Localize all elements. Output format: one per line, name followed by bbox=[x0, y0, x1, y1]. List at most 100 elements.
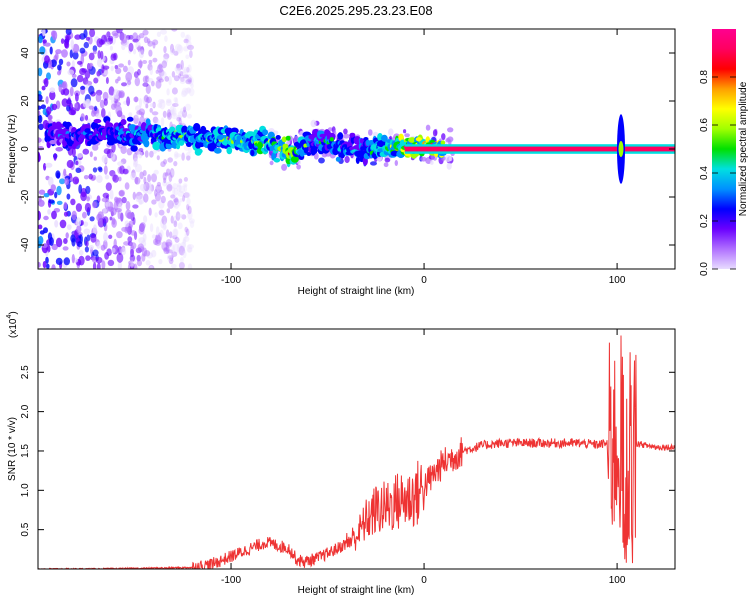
noise-blob bbox=[63, 257, 70, 266]
noise-blob bbox=[116, 252, 124, 263]
noise-blob bbox=[175, 97, 179, 107]
noise-blob bbox=[121, 196, 127, 204]
noise-blob bbox=[170, 263, 177, 269]
noise-blob bbox=[186, 197, 191, 206]
noise-blob bbox=[132, 191, 136, 200]
noise-blob bbox=[158, 209, 165, 216]
snr-plot-area bbox=[38, 329, 675, 569]
noise-blob bbox=[63, 238, 68, 244]
x-tick-label: 0 bbox=[421, 575, 427, 586]
noise-blob bbox=[63, 201, 68, 210]
noise-blob bbox=[127, 236, 133, 243]
noise-blob bbox=[170, 194, 176, 199]
noise-blob bbox=[116, 29, 123, 34]
noise-blob bbox=[178, 185, 185, 194]
noise-blob bbox=[110, 65, 114, 72]
noise-blob bbox=[41, 85, 46, 91]
noise-blob bbox=[50, 59, 57, 68]
spectrogram-ylabel: Frequency (Hz) bbox=[7, 115, 18, 184]
noise-blob bbox=[79, 47, 86, 54]
halo-blob bbox=[448, 156, 453, 162]
noise-blob bbox=[142, 75, 149, 84]
noise-blob bbox=[75, 92, 79, 102]
halo-blob bbox=[318, 157, 325, 164]
noise-blob bbox=[138, 98, 143, 108]
noise-blob bbox=[46, 72, 51, 80]
noise-blob bbox=[84, 70, 91, 79]
noise-blob bbox=[184, 191, 191, 199]
noise-blob bbox=[122, 168, 129, 175]
noise-blob bbox=[67, 69, 75, 76]
noise-blob bbox=[172, 201, 177, 208]
noise-blob bbox=[44, 55, 50, 64]
noise-blob bbox=[160, 218, 165, 229]
noise-blob bbox=[132, 38, 139, 43]
noise-blob bbox=[162, 180, 168, 187]
noise-blob bbox=[145, 260, 151, 266]
noise-blob bbox=[156, 155, 160, 161]
noise-blob bbox=[187, 244, 194, 250]
colorbar-tick-label: 0.8 bbox=[699, 70, 710, 84]
noise-blob bbox=[164, 35, 168, 42]
noise-blob bbox=[159, 189, 164, 195]
noise-blob bbox=[182, 239, 187, 248]
noise-blob bbox=[121, 82, 127, 87]
noise-blob bbox=[96, 262, 101, 269]
noise-blob bbox=[75, 203, 82, 212]
noise-blob bbox=[187, 205, 192, 215]
noise-blob bbox=[161, 241, 168, 251]
ridge-blob bbox=[143, 139, 150, 148]
noise-blob bbox=[167, 255, 174, 260]
noise-blob bbox=[156, 31, 161, 37]
noise-blob bbox=[44, 42, 51, 47]
noise-blob bbox=[148, 59, 153, 65]
noise-blob bbox=[163, 159, 168, 165]
noise-blob bbox=[74, 34, 82, 40]
noise-blob bbox=[183, 183, 188, 188]
spectrogram-xlabel: Height of straight line (km) bbox=[298, 286, 415, 297]
noise-blob bbox=[43, 163, 47, 171]
x-tick-label: 0 bbox=[421, 275, 427, 286]
noise-blob bbox=[120, 114, 126, 121]
noise-blob bbox=[180, 59, 184, 70]
noise-blob bbox=[94, 105, 98, 111]
noise-blob bbox=[48, 199, 55, 204]
noise-blob bbox=[49, 87, 56, 93]
noise-blob bbox=[83, 228, 91, 235]
halo-blob bbox=[446, 162, 452, 170]
noise-blob bbox=[92, 201, 97, 209]
noise-blob bbox=[70, 198, 76, 206]
noise-blob bbox=[171, 251, 178, 257]
noise-blob bbox=[88, 105, 94, 110]
ridge-blob bbox=[275, 135, 281, 140]
noise-blob bbox=[102, 208, 107, 214]
ridge-blob bbox=[226, 146, 233, 155]
noise-blob bbox=[139, 222, 146, 230]
noise-blob bbox=[167, 200, 174, 209]
noise-blob bbox=[168, 75, 172, 86]
noise-blob bbox=[49, 237, 54, 246]
noise-blob bbox=[173, 161, 178, 167]
x-tick-label: -100 bbox=[221, 575, 241, 586]
noise-blob bbox=[177, 245, 185, 255]
noise-blob bbox=[68, 109, 76, 116]
noise-blob bbox=[153, 238, 159, 246]
noise-blob bbox=[166, 88, 170, 96]
noise-blob bbox=[92, 45, 98, 52]
noise-blob bbox=[171, 112, 178, 120]
noise-blob bbox=[186, 204, 190, 211]
snr-scale-exponent: 4 bbox=[6, 315, 13, 319]
snr-scale-label: (x104) bbox=[6, 311, 19, 338]
noise-blob bbox=[172, 186, 176, 197]
noise-blob bbox=[174, 153, 182, 158]
halo-blob bbox=[430, 160, 434, 165]
noise-blob bbox=[101, 154, 109, 164]
noise-blob bbox=[124, 182, 130, 190]
noise-blob bbox=[142, 233, 147, 242]
noise-blob bbox=[111, 217, 116, 225]
noise-blob bbox=[132, 48, 137, 55]
noise-blob bbox=[106, 248, 112, 256]
noise-blob bbox=[117, 261, 123, 269]
noise-blob bbox=[133, 96, 139, 103]
noise-blob bbox=[176, 182, 181, 188]
